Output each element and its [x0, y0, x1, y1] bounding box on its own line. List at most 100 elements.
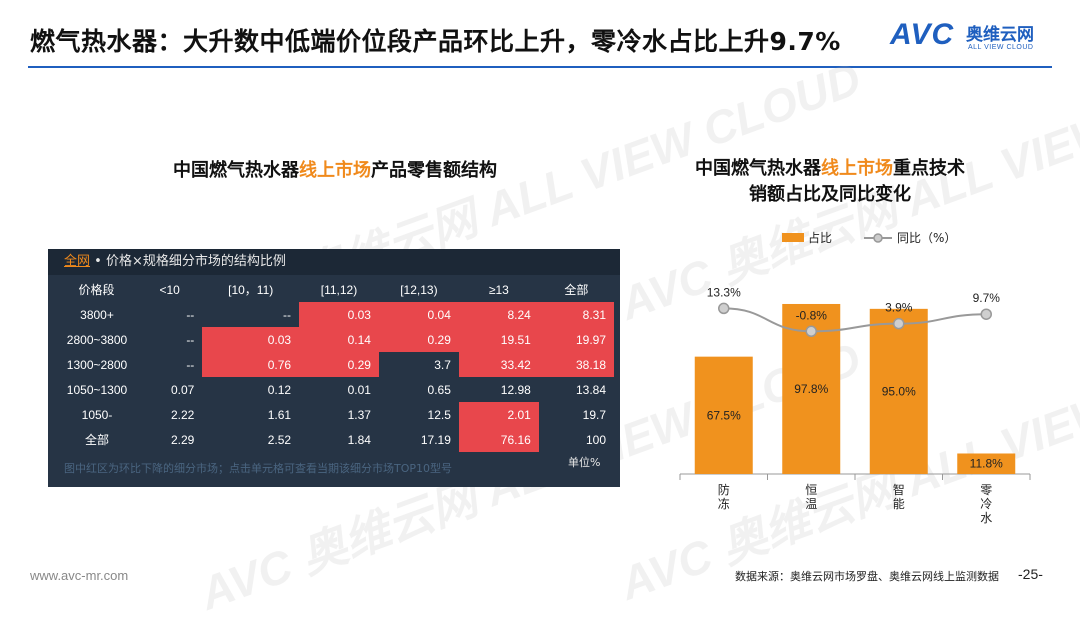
column-header: [11,12) — [320, 282, 358, 297]
page-title: 燃气热水器：大升数中低端价位段产品环比上升，零冷水占比上升9.7% — [30, 27, 841, 56]
table-cell[interactable]: 0.29 — [299, 352, 379, 377]
yoy-point — [718, 302, 730, 315]
column-header: <10 — [159, 282, 180, 297]
table-cell[interactable]: 0.03 — [299, 302, 379, 327]
table-cell[interactable]: 12.5 — [427, 407, 451, 422]
row-label: 2800~3800 — [66, 332, 128, 347]
table-cell[interactable]: 0.07 — [170, 382, 195, 397]
legend-marker-line — [873, 233, 883, 243]
right-title-line2: 销额占比及同比变化 — [749, 184, 911, 205]
right-title-prefix: 中国燃气热水器 — [695, 158, 821, 179]
footer-source: 数据来源：奥维云网市场罗盘、奥维云网线上监测数据 — [735, 570, 999, 583]
table-row: 1050- 2.22 1.61 1.37 12.5 2.01 19.7 — [56, 402, 614, 427]
x-tick-label: 温 — [805, 497, 817, 511]
yoy-point — [805, 325, 817, 338]
table-cell[interactable]: 1.84 — [347, 432, 371, 447]
x-tick-label: 智 — [893, 482, 905, 497]
column-header: ≥13 — [488, 282, 509, 297]
table-cell[interactable]: 0.04 — [378, 302, 459, 327]
table-cell[interactable]: 17.19 — [420, 432, 451, 447]
row-label: 1050~1300 — [66, 382, 128, 397]
table-cell[interactable]: 0.29 — [378, 327, 459, 352]
table-cell[interactable]: -- — [283, 307, 292, 322]
bar-data-label: 67.5% — [707, 408, 741, 422]
logo-cn-text: 奥维云网 — [966, 25, 1034, 45]
page-number: -25- — [1018, 566, 1043, 582]
table-panel-header: 全网 • 价格×规格细分市场的结构比例 — [48, 249, 620, 275]
logo-avc-text: AVC — [890, 18, 955, 51]
bar — [957, 453, 1016, 474]
left-title-prefix: 中国燃气热水器 — [173, 160, 299, 181]
legend-label-line: 同比（%） — [897, 231, 956, 245]
right-title-highlight: 线上市场 — [821, 158, 893, 179]
table-cell[interactable]: 2.29 — [170, 432, 195, 447]
table-note: 图中红区为环比下降的细分市场；点击单元格可查看当期该细分市场TOP10型号 — [64, 462, 453, 475]
avc-logo: AVC 奥维云网 ALL VIEW CLOUD — [890, 18, 1060, 60]
table-cell[interactable]: 33.42 — [458, 352, 539, 377]
structure-table-panel: 全网 • 价格×规格细分市场的结构比例 价格段 <10 [10，11) [11,… — [48, 249, 620, 487]
table-panel-header-text: • 价格×规格细分市场的结构比例 — [90, 254, 286, 269]
table-cell[interactable]: 8.31 — [538, 302, 614, 327]
table-cell[interactable]: 2.52 — [267, 432, 292, 447]
table-cell[interactable]: 1.61 — [267, 407, 292, 422]
table-cell[interactable]: -- — [186, 357, 195, 372]
price-spec-table: 价格段 <10 [10，11) [11,12) [12,13) ≥13 全部 3… — [56, 277, 614, 452]
column-header: [12,13) — [400, 282, 438, 297]
table-row: 1300~2800 -- 0.76 0.29 3.7 33.42 38.18 — [56, 352, 614, 377]
table-cell[interactable]: 3.7 — [434, 357, 451, 372]
legend-label-bar: 占比 — [808, 230, 832, 245]
table-row: 2800~3800 -- 0.03 0.14 0.29 19.51 19.97 — [56, 327, 614, 352]
logo-en-text: ALL VIEW CLOUD — [968, 44, 1034, 51]
x-tick-label: 冻 — [718, 496, 730, 511]
table-cell[interactable]: 38.18 — [538, 352, 614, 377]
table-row: 全部 2.29 2.52 1.84 17.19 76.16 100 — [56, 427, 614, 452]
right-title-suffix: 重点技术 — [893, 158, 965, 179]
row-label: 1300~2800 — [66, 357, 128, 372]
table-cell[interactable]: 13.84 — [575, 382, 606, 397]
table-row: 1050~1300 0.07 0.12 0.01 0.65 12.98 13.84 — [56, 377, 614, 402]
x-tick-label: 零 — [980, 483, 992, 497]
table-cell[interactable]: 2.01 — [458, 402, 539, 427]
left-section-title: 中国燃气热水器线上市场产品零售额结构 — [120, 156, 550, 182]
row-label: 全部 — [84, 433, 109, 447]
table-cell[interactable]: 19.7 — [582, 407, 606, 422]
table-cell[interactable]: 2.22 — [170, 407, 195, 422]
x-tick-label: 能 — [893, 497, 905, 511]
bar — [869, 308, 928, 474]
table-cell[interactable]: 0.03 — [202, 327, 300, 352]
tech-share-chart: 占比 同比（%） 67.5% 防冻 97.8% 恒温 95.0% 智能 11.8% 零冷水 13.3… — [679, 230, 1031, 525]
yoy-point — [980, 308, 992, 320]
table-cell[interactable]: 0.14 — [299, 327, 379, 352]
yoy-data-label: -0.8% — [796, 308, 828, 322]
yoy-data-label: 13.3% — [707, 285, 741, 299]
yoy-point — [893, 317, 905, 330]
table-cell[interactable]: 8.24 — [458, 302, 539, 327]
all-network-link[interactable]: 全网 — [64, 254, 91, 269]
bar-data-label: 97.8% — [794, 382, 828, 396]
right-section-title: 中国燃气热水器线上市场重点技术 销额占比及同比变化 — [640, 156, 1020, 208]
column-header: 全部 — [564, 283, 589, 297]
x-tick-label: 恒 — [805, 483, 817, 497]
table-body: 3800+ -- -- 0.03 0.04 8.24 8.31 2800~3800 -- 0.03… — [56, 302, 614, 452]
table-cell[interactable]: 1.37 — [347, 407, 371, 422]
table-cell[interactable]: -- — [186, 307, 195, 322]
table-cell[interactable]: 12.98 — [500, 382, 531, 397]
table-cell[interactable]: 19.97 — [538, 327, 614, 352]
table-header-row: 价格段 <10 [10，11) [11,12) [12,13) ≥13 全部 — [56, 277, 614, 302]
table-row: 3800+ -- -- 0.03 0.04 8.24 8.31 — [56, 302, 614, 327]
table-unit: 单位% — [568, 456, 601, 469]
left-title-highlight: 线上市场 — [299, 160, 371, 181]
bar-data-label: 95.0% — [882, 384, 916, 398]
column-header: [10，11) — [228, 283, 274, 297]
table-cell[interactable]: 0.76 — [202, 352, 300, 377]
table-cell[interactable]: 0.65 — [427, 382, 451, 397]
footer-url[interactable]: www.avc-mr.com — [30, 568, 129, 583]
column-header: 价格段 — [78, 283, 115, 297]
table-cell[interactable]: 76.16 — [458, 427, 539, 452]
table-cell[interactable]: 100 — [585, 432, 606, 447]
table-cell[interactable]: -- — [186, 332, 195, 347]
table-cell[interactable]: 19.51 — [458, 327, 539, 352]
table-cell[interactable]: 0.01 — [347, 382, 371, 397]
bar-data-label: 11.8% — [970, 457, 1003, 471]
table-cell[interactable]: 0.12 — [267, 382, 292, 397]
